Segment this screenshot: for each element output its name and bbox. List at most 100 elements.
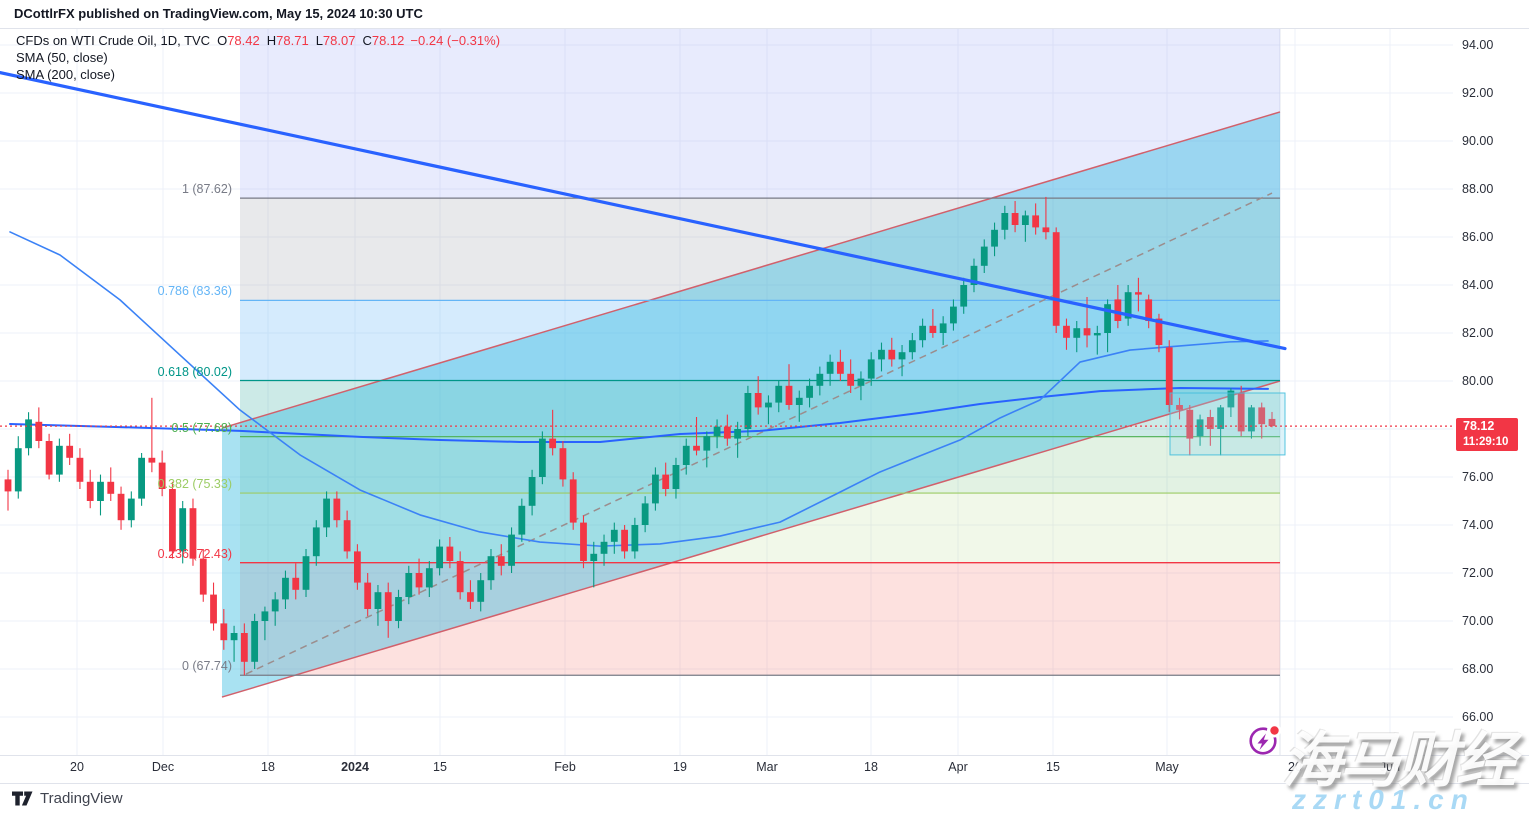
price-axis-label: 92.00 bbox=[1462, 86, 1494, 100]
price-axis-label: 82.00 bbox=[1462, 326, 1494, 340]
candle bbox=[35, 421, 43, 441]
candle bbox=[1135, 292, 1142, 295]
candle bbox=[158, 462, 166, 489]
candle bbox=[919, 325, 927, 341]
candle bbox=[1001, 213, 1009, 230]
tradingview-logo[interactable]: TradingView bbox=[12, 790, 123, 807]
time-axis-label: Feb bbox=[554, 760, 576, 774]
time-axis-label: 15 bbox=[433, 760, 447, 774]
candle bbox=[230, 633, 238, 641]
legend-sma50-row[interactable]: SMA (50, close) bbox=[16, 49, 500, 66]
fib-level-label: 1 (87.62) bbox=[181, 182, 232, 197]
candle bbox=[271, 599, 279, 612]
candle bbox=[1258, 407, 1266, 425]
high-value: 78.71 bbox=[276, 33, 309, 48]
candle bbox=[97, 481, 104, 501]
time-axis-label: Apr bbox=[948, 760, 968, 774]
candlestick-series bbox=[4, 196, 1276, 676]
symbol-title: CFDs on WTI Crude Oil, 1D, TVC bbox=[16, 33, 211, 48]
fib-level-label: 0.382 (75.33) bbox=[157, 477, 232, 492]
candle bbox=[169, 489, 176, 552]
candle bbox=[806, 385, 813, 398]
candle bbox=[467, 592, 474, 602]
highlight-selection-box[interactable] bbox=[1169, 392, 1286, 456]
candle bbox=[210, 594, 217, 624]
legend-symbol-row[interactable]: CFDs on WTI Crude Oil, 1D, TVC O78.42 H78.… bbox=[16, 32, 500, 49]
candle bbox=[559, 448, 567, 480]
candle bbox=[693, 445, 700, 451]
candle bbox=[970, 265, 978, 285]
pane-bottom-border bbox=[0, 755, 1529, 756]
fib-retracement[interactable] bbox=[240, 192, 1280, 676]
candle bbox=[744, 393, 752, 429]
time-axis-label: 18 bbox=[864, 760, 878, 774]
candle bbox=[1021, 215, 1029, 225]
candle bbox=[1176, 405, 1183, 410]
price-axis-label: 86.00 bbox=[1462, 230, 1494, 244]
tradingview-logo-icon bbox=[12, 791, 33, 806]
candle bbox=[1248, 407, 1255, 432]
candle bbox=[1227, 390, 1235, 408]
candle bbox=[600, 541, 608, 554]
footer-bar: TradingView bbox=[0, 784, 1529, 817]
fib-base-trendline bbox=[245, 192, 1273, 675]
candle bbox=[66, 445, 74, 458]
candle bbox=[1042, 227, 1050, 233]
fib-level-label: 0.236 (72.43) bbox=[157, 546, 232, 561]
candle bbox=[621, 529, 628, 552]
candle bbox=[723, 426, 731, 439]
candle bbox=[1186, 409, 1194, 439]
candle bbox=[1093, 333, 1101, 336]
candle bbox=[836, 361, 844, 374]
candle bbox=[610, 529, 618, 542]
candle bbox=[1124, 292, 1132, 319]
candle bbox=[528, 477, 536, 506]
candle bbox=[1063, 325, 1070, 338]
candle bbox=[754, 393, 762, 408]
sma-50-line bbox=[9, 231, 1269, 547]
candle bbox=[220, 623, 228, 641]
fib-level-label: 0 (67.74) bbox=[181, 659, 232, 674]
descending-trendline[interactable] bbox=[0, 70, 1287, 351]
candle bbox=[302, 556, 310, 590]
candle bbox=[816, 373, 824, 386]
candle bbox=[251, 621, 259, 662]
price-axis-label: 80.00 bbox=[1462, 374, 1494, 388]
candle bbox=[980, 246, 988, 266]
candle bbox=[45, 441, 53, 475]
time-axis-label: 20 bbox=[1288, 760, 1302, 774]
ideas-stream-icon[interactable] bbox=[1246, 723, 1282, 759]
candle bbox=[1073, 328, 1081, 338]
change-value: −0.24 (−0.31%) bbox=[410, 33, 501, 48]
candle bbox=[353, 551, 361, 583]
candle bbox=[405, 573, 413, 597]
candle bbox=[950, 306, 957, 324]
candle bbox=[240, 633, 248, 662]
candle bbox=[682, 445, 690, 465]
notification-dot bbox=[1270, 726, 1279, 735]
candle bbox=[857, 378, 865, 386]
candle bbox=[795, 397, 803, 405]
candle bbox=[1145, 299, 1153, 321]
candle bbox=[76, 457, 84, 482]
candle bbox=[148, 457, 156, 463]
candle bbox=[4, 479, 12, 492]
bar-countdown: 11:29:10 bbox=[1463, 436, 1509, 448]
candle bbox=[1052, 232, 1060, 326]
time-axis-label: 2024 bbox=[341, 760, 369, 774]
time-axis-label: 15 bbox=[1046, 760, 1060, 774]
legend-sma200-row[interactable]: SMA (200, close) bbox=[16, 66, 500, 83]
candle bbox=[1217, 407, 1225, 429]
candle bbox=[86, 481, 94, 501]
icon-ring bbox=[1249, 727, 1277, 755]
candle bbox=[1032, 215, 1040, 228]
candle bbox=[898, 352, 906, 360]
candle bbox=[199, 558, 207, 595]
close-label: C bbox=[362, 33, 372, 48]
candle bbox=[415, 573, 423, 588]
candle bbox=[14, 448, 22, 492]
candle bbox=[518, 505, 526, 535]
price-axis-label: 74.00 bbox=[1462, 518, 1494, 532]
